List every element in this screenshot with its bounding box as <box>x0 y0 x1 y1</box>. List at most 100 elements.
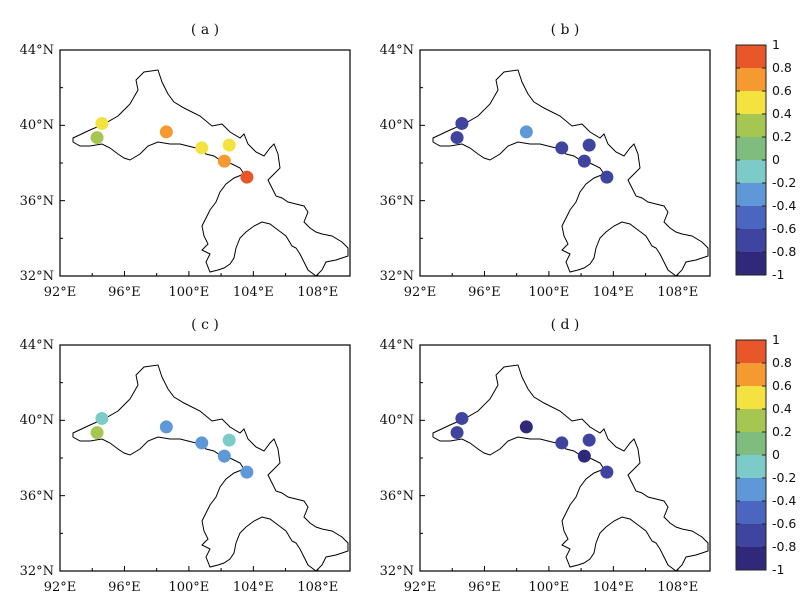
colorbar-segment <box>736 432 766 456</box>
station-marker <box>159 420 173 434</box>
colorbar-tick-label: -0.8 <box>772 539 796 554</box>
station-marker <box>577 449 591 463</box>
colorbar-segment <box>736 547 766 571</box>
colorbar-tick-label: 0.4 <box>772 401 792 416</box>
station-marker <box>455 411 469 425</box>
stations-layer <box>450 411 614 479</box>
colorbar-tick-label: 0.2 <box>772 129 792 144</box>
station-marker <box>450 131 464 145</box>
y-tick-label: 40°N <box>380 118 414 133</box>
panel-title: ( d ) <box>551 317 580 333</box>
station-marker <box>600 170 614 184</box>
colorbar-bottom: 1 0.8 0.6 0.4 0.2 0 -0.2 -0.4 -0.6 -0.8 … <box>735 332 796 577</box>
y-tick-label: 44°N <box>380 338 414 353</box>
station-marker <box>240 465 254 479</box>
colorbar-segment <box>736 478 766 502</box>
y-tick-label: 44°N <box>380 43 414 58</box>
station-marker <box>195 141 209 155</box>
y-tick-label: 32°N <box>380 564 414 579</box>
colorbar-segment <box>736 183 766 207</box>
station-marker <box>455 116 469 130</box>
x-tick-label: 104°E <box>233 580 274 595</box>
colorbar-tick-label: 0.6 <box>772 378 792 393</box>
y-tick-label: 40°N <box>20 118 54 133</box>
x-tick-label: 92°E <box>404 580 437 595</box>
province-boundary <box>432 69 709 277</box>
colorbar-segment <box>736 455 766 479</box>
x-tick-label: 108°E <box>297 285 338 300</box>
colorbar-segment <box>736 91 766 115</box>
x-tick-label: 104°E <box>233 285 274 300</box>
station-marker <box>555 141 569 155</box>
station-marker <box>95 411 109 425</box>
y-tick-label: 32°N <box>380 269 414 284</box>
y-tick-label: 32°N <box>20 269 54 284</box>
x-tick-label: 96°E <box>468 580 501 595</box>
station-marker <box>159 125 173 139</box>
station-marker <box>600 465 614 479</box>
x-tick-label: 104°E <box>593 285 634 300</box>
colorbar-tick-label: -0.4 <box>772 198 796 213</box>
stations-layer <box>450 116 614 184</box>
y-tick-label: 40°N <box>20 413 54 428</box>
station-marker <box>582 138 596 152</box>
colorbar-segment <box>736 206 766 230</box>
y-tick-label: 44°N <box>20 338 54 353</box>
panel-b: ( b ) 92°E 96°E 100°E 104°E 108°E 32°N 3… <box>380 22 711 300</box>
x-tick-label: 104°E <box>593 580 634 595</box>
colorbar-segment <box>736 114 766 138</box>
y-tick-label: 36°N <box>20 489 54 504</box>
province-boundary <box>72 364 349 572</box>
station-marker <box>90 131 104 145</box>
panel-title: ( a ) <box>191 22 219 38</box>
colorbar-segment <box>736 160 766 184</box>
x-tick-label: 92°E <box>404 285 437 300</box>
x-tick-label: 96°E <box>108 580 141 595</box>
station-marker <box>240 170 254 184</box>
colorbar-tick-label: -0.2 <box>772 470 796 485</box>
colorbar-tick-label: 0.4 <box>772 106 792 121</box>
station-marker <box>217 449 231 463</box>
y-tick-label: 36°N <box>20 194 54 209</box>
x-tick-label: 100°E <box>168 285 209 300</box>
colorbar-segment <box>736 524 766 548</box>
colorbar-tick-label: 0.8 <box>772 60 792 75</box>
colorbar-tick-label: -0.8 <box>772 244 796 259</box>
station-marker <box>222 138 236 152</box>
station-marker <box>217 154 231 168</box>
panel-title: ( c ) <box>191 317 219 333</box>
panel-a: ( a ) 92°E 96°E 100°E 104°E 108°E 32°N 3… <box>20 22 351 300</box>
y-tick-label: 32°N <box>20 564 54 579</box>
colorbar-tick-label: 1 <box>772 37 780 52</box>
colorbar-tick-label: 0 <box>772 447 780 462</box>
station-marker <box>519 420 533 434</box>
stations-layer <box>90 116 254 184</box>
x-tick-label: 92°E <box>44 580 77 595</box>
colorbar-segment <box>736 340 766 364</box>
y-tick-label: 36°N <box>380 489 414 504</box>
y-tick-label: 36°N <box>380 194 414 209</box>
x-tick-label: 100°E <box>528 285 569 300</box>
colorbar-tick-label: -1 <box>772 267 784 282</box>
colorbar-tick-label: 0.8 <box>772 355 792 370</box>
x-tick-label: 100°E <box>168 580 209 595</box>
colorbar-segment <box>736 68 766 92</box>
station-marker <box>195 436 209 450</box>
colorbar-segment <box>736 45 766 69</box>
province-boundary <box>72 69 349 277</box>
colorbar-segment <box>736 137 766 161</box>
stations-layer <box>90 411 254 479</box>
x-tick-label: 92°E <box>44 285 77 300</box>
station-marker <box>519 125 533 139</box>
x-tick-label: 108°E <box>657 285 698 300</box>
colorbar-tick-label: 0.2 <box>772 424 792 439</box>
colorbar-tick-label: 1 <box>772 332 780 347</box>
colorbar-segment <box>736 409 766 433</box>
colorbar-segment <box>736 252 766 276</box>
colorbar-outline <box>735 339 767 571</box>
station-marker <box>555 436 569 450</box>
station-marker <box>450 426 464 440</box>
station-marker <box>582 433 596 447</box>
x-tick-label: 96°E <box>468 285 501 300</box>
